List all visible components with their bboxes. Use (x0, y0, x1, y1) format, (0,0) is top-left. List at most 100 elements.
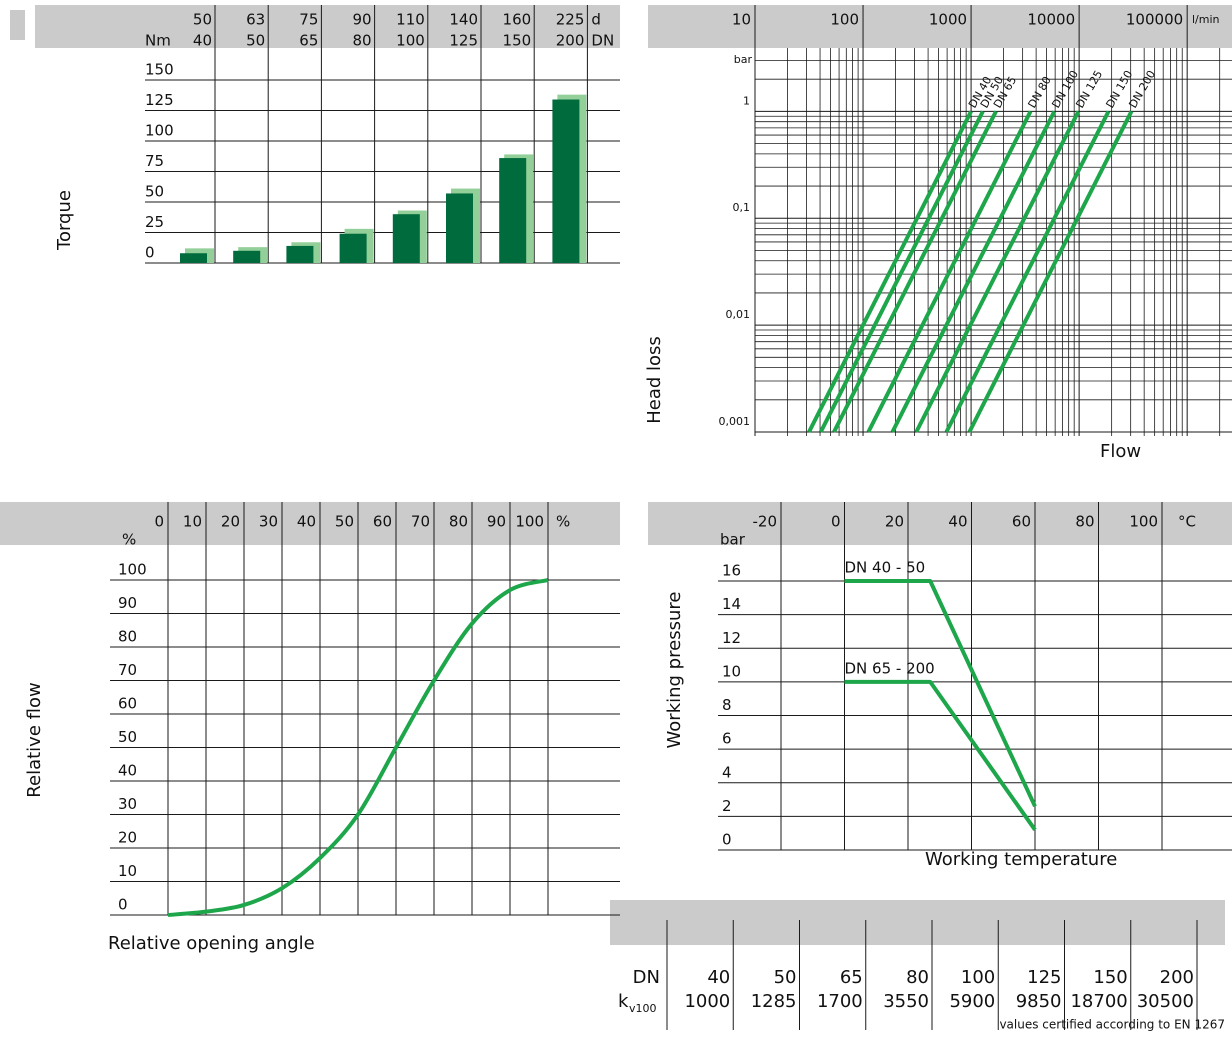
d-label: 160 (503, 11, 532, 29)
x-tick-label: 30 (259, 513, 278, 531)
header-band (35, 5, 620, 48)
table-cell: 40 (707, 967, 730, 988)
x-tick-label: 20 (221, 513, 240, 531)
bar (180, 253, 207, 263)
x-tick-label: 50 (335, 513, 354, 531)
table-cell: 125 (1027, 967, 1061, 988)
x-tick-label: 100 (515, 513, 544, 531)
d-label: 63 (246, 11, 265, 29)
x-unit: l/min (1192, 13, 1220, 26)
axis-title: Head loss (644, 336, 665, 424)
y-tick-label: 10 (118, 862, 137, 880)
corner-tab (10, 10, 25, 40)
y-unit: % (122, 531, 136, 549)
x-tick-label: 100 (1129, 513, 1158, 531)
series-label: DN 40 - 50 (845, 559, 926, 577)
x-tick-label: -20 (753, 513, 778, 531)
table-cell: 100 (961, 967, 995, 988)
y-tick-label: 150 (145, 61, 174, 79)
x-tick-label: 50 (246, 32, 265, 50)
x-tick-label: 100 (396, 32, 425, 50)
y-tick-label: 12 (722, 629, 741, 647)
header-band (648, 5, 1232, 48)
d-label: 225 (556, 11, 585, 29)
d-label: 140 (449, 11, 478, 29)
y-tick-label: 8 (722, 696, 732, 714)
table-cell: 50 (774, 967, 797, 988)
y-unit: bar (720, 531, 746, 549)
axis-title: Working pressure (664, 592, 685, 749)
x-tick-label: 20 (885, 513, 904, 531)
y-tick-label: 0,01 (726, 308, 751, 321)
bar (499, 158, 527, 263)
x-tick-label: 60 (373, 513, 392, 531)
x-tick-label: 10000 (1027, 11, 1075, 29)
x-tick-label: 150 (503, 32, 532, 50)
series-line (967, 110, 1134, 433)
axis-title: Flow (1100, 441, 1141, 462)
row-label-sub: v100 (629, 1002, 657, 1015)
y-tick-label: 40 (118, 762, 137, 780)
y-unit: Nm (145, 32, 171, 50)
x-tick-label: 65 (299, 32, 318, 50)
x-tick-label: 80 (1075, 513, 1094, 531)
d-label: 75 (299, 11, 318, 29)
series-label: DN 65 - 200 (845, 659, 935, 677)
y-tick-label: 125 (145, 91, 174, 109)
table-cell: 1285 (751, 991, 797, 1012)
y-tick-label: 75 (145, 152, 164, 170)
series-line (832, 110, 998, 433)
x-tick-label: 70 (411, 513, 430, 531)
y-tick-label: 100 (118, 561, 147, 579)
x-unit: % (556, 513, 570, 531)
table-cell: 1000 (684, 991, 730, 1012)
x-tick-label: 80 (449, 513, 468, 531)
x-tick-label: 200 (556, 32, 585, 50)
series-line (844, 679, 1037, 831)
x-tick-label: 10 (732, 11, 751, 29)
series-line (844, 579, 1037, 808)
y-tick-label: 0 (118, 896, 128, 914)
row-label: k (618, 991, 629, 1012)
bar (233, 250, 261, 263)
table-cell: 3550 (883, 991, 929, 1012)
y-unit: bar (734, 53, 753, 66)
y-tick-label: 90 (118, 594, 137, 612)
axis-title: Working temperature (925, 849, 1117, 870)
y-tick-label: 14 (722, 595, 741, 613)
table-cell: 80 (906, 967, 929, 988)
table-cell: 30500 (1137, 991, 1194, 1012)
series-line (944, 110, 1111, 433)
x-tick-label: 10 (183, 513, 202, 531)
x-tick-label: 40 (193, 32, 212, 50)
y-tick-label: 10 (722, 662, 741, 680)
y-tick-label: 0 (145, 244, 155, 262)
d-label: 90 (353, 11, 372, 29)
table-cell: 18700 (1070, 991, 1127, 1012)
axis-title: Relative opening angle (108, 933, 315, 954)
header-band (0, 502, 620, 545)
y-tick-label: 25 (145, 213, 164, 231)
axis-title: Torque (54, 190, 75, 251)
y-tick-label: 50 (145, 183, 164, 201)
row-label: d (591, 11, 601, 29)
y-tick-label: 30 (118, 795, 137, 813)
d-label: 50 (193, 11, 212, 29)
series-line (818, 110, 985, 433)
y-tick-label: 2 (722, 797, 732, 815)
header-band (648, 502, 1232, 545)
series-line (914, 110, 1081, 433)
y-tick-label: 100 (145, 122, 174, 140)
axis-title: Relative flow (24, 682, 45, 797)
row-label: DN (633, 967, 660, 988)
bar (339, 233, 367, 263)
x-tick-label: 0 (154, 513, 164, 531)
x-tick-label: 90 (487, 513, 506, 531)
table-cell: 200 (1160, 967, 1194, 988)
y-tick-label: 16 (722, 562, 741, 580)
y-tick-label: 6 (722, 730, 732, 748)
y-tick-label: 50 (118, 728, 137, 746)
header-band (610, 900, 1225, 945)
